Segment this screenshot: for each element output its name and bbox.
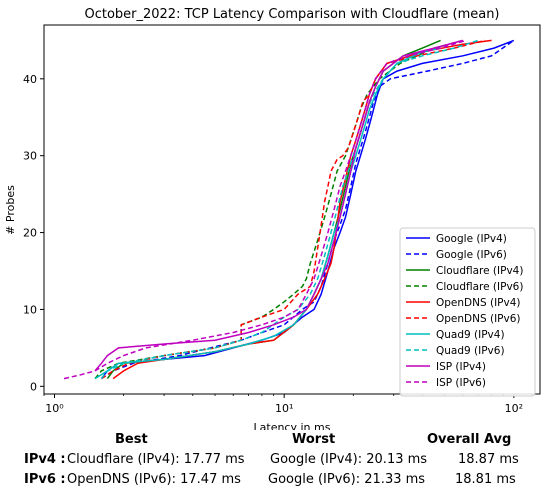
legend-label: Google (IPv4) bbox=[436, 233, 507, 245]
y-axis: 0 10 20 30 40 bbox=[23, 73, 44, 394]
overall-avg-header: Overall Avg bbox=[427, 432, 511, 447]
worst-header: Worst bbox=[292, 432, 335, 447]
legend-label: Google (IPv6) bbox=[436, 249, 507, 261]
ipv6-row-label: IPv6 : bbox=[24, 472, 66, 487]
legend-label: Cloudflare (IPv6) bbox=[436, 281, 523, 293]
ipv6-worst: Google (IPv6): 21.33 ms bbox=[268, 472, 425, 487]
legend-label: Quad9 (IPv4) bbox=[436, 329, 505, 341]
x-axis-label: Latency in ms bbox=[254, 421, 331, 430]
legend-label: Cloudflare (IPv4) bbox=[436, 265, 523, 277]
best-header: Best bbox=[115, 432, 148, 447]
stats-table: Best Worst Overall Avg IPv4 : Cloudflare… bbox=[0, 430, 548, 496]
x-tick-label: 10¹ bbox=[275, 402, 293, 415]
y-axis-label: # Probes bbox=[4, 185, 17, 235]
ipv6-best: OpenDNS (IPv6): 17.47 ms bbox=[67, 472, 241, 487]
y-tick-label: 0 bbox=[30, 380, 37, 393]
legend-label: Quad9 (IPv6) bbox=[436, 345, 505, 357]
ipv4-worst: Google (IPv4): 20.13 ms bbox=[270, 452, 427, 467]
series-line-2 bbox=[107, 40, 440, 378]
ipv4-best: Cloudflare (IPv4): 17.77 ms bbox=[67, 452, 245, 467]
chart-title: October_2022: TCP Latency Comparison wit… bbox=[84, 7, 499, 22]
ipv4-avg: 18.87 ms bbox=[458, 452, 519, 467]
y-tick-label: 10 bbox=[23, 303, 37, 316]
legend-label: ISP (IPv6) bbox=[436, 377, 486, 389]
legend-label: OpenDNS (IPv6) bbox=[436, 313, 521, 325]
y-tick-label: 40 bbox=[23, 73, 37, 86]
ipv6-avg: 18.81 ms bbox=[455, 472, 516, 487]
legend: Google (IPv4) Google (IPv6) Cloudflare (IP… bbox=[400, 228, 535, 396]
legend-label: ISP (IPv4) bbox=[436, 361, 486, 373]
legend-label: OpenDNS (IPv4) bbox=[436, 297, 521, 309]
latency-cdf-chart: October_2022: TCP Latency Comparison wit… bbox=[0, 0, 548, 430]
x-tick-label: 10² bbox=[505, 402, 523, 415]
x-tick-label: 10⁰ bbox=[45, 402, 64, 415]
y-tick-label: 30 bbox=[23, 150, 37, 163]
y-tick-label: 20 bbox=[23, 227, 37, 240]
x-axis: 10⁰ 10¹ 10² bbox=[44, 394, 532, 415]
ipv4-row-label: IPv4 : bbox=[24, 452, 66, 467]
